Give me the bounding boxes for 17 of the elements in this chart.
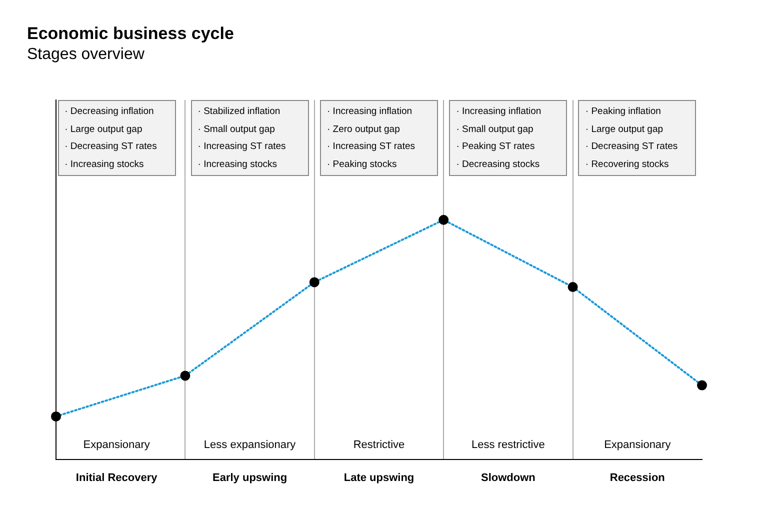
info-box: · Peaking inflation · Large output gap · Decreasing ST rates · Recovering stocks — [578, 100, 696, 176]
annotation: Less expansionary — [204, 438, 296, 451]
annotation: Less restrictive — [472, 438, 545, 451]
info-box: · Stabilized inflation · Small output gap · Increasing ST rates · Increasing stocks — [190, 100, 309, 176]
info-box: · Decreasing inflation · Large output gap · Decreasing ST rates · Increasing stocks — [58, 100, 176, 176]
text: Early upswing — [212, 472, 288, 484]
text: Slowdown — [480, 472, 536, 484]
text: Late upswing — [344, 472, 414, 484]
info-box: · Increasing inflation · Small output gap · Peaking ST rates · Decreasing stocks — [449, 100, 568, 176]
chart-title: Economic business cycle — [27, 24, 234, 44]
info-box: · Increasing inflation · Zero output gap · Increasing ST rates · Peaking stocks — [320, 100, 438, 176]
annotation: Expansionary — [604, 438, 671, 451]
annotation: Restrictive — [353, 438, 405, 451]
chart-subtitle: Stages overview — [27, 46, 144, 64]
text: Recession — [610, 472, 665, 484]
text: Initial Recovery — [76, 472, 158, 484]
annotation: Expansionary — [83, 438, 150, 451]
